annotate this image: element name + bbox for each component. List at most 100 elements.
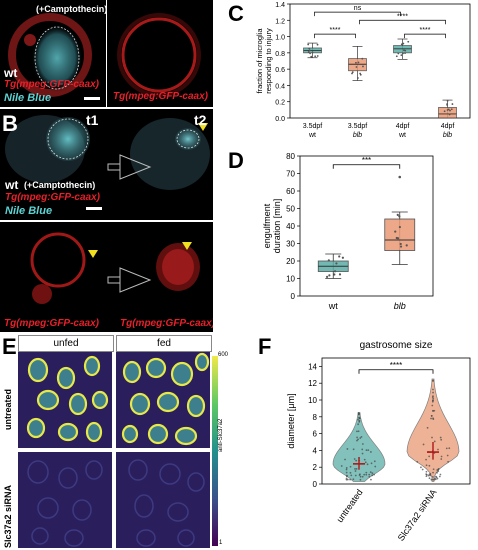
chart-d-sig-label: *** (362, 156, 371, 165)
panel-b-treatment: (+Camptothecin) (24, 180, 96, 190)
chart-f-point (354, 474, 357, 477)
chart-f-ytick-label: 14 (308, 362, 317, 371)
chart-c-xtick-sub: wt (308, 132, 316, 139)
chart-c-point (309, 52, 312, 55)
chart-f-point (361, 448, 364, 451)
chart-f-point (365, 473, 368, 476)
chart-f-point (360, 435, 363, 438)
chart-f-point (430, 414, 433, 417)
panel-a-left-cell (8, 13, 92, 97)
chart-f-point (428, 464, 431, 467)
chart-c-point (450, 108, 453, 111)
chart-c-point (443, 110, 446, 113)
chart-d-point (396, 237, 400, 240)
chart-d-ylabel-line2: duration [min] (272, 199, 282, 254)
chart-c-ytick-label: 0.8 (275, 51, 285, 58)
panel-letter-d: D (228, 148, 244, 173)
chart-d-ytick-label: 0 (291, 292, 296, 301)
chart-f-point (355, 467, 358, 470)
panel-a-genotype: wt (4, 66, 18, 80)
chart-f-point (428, 455, 431, 458)
chart-f-point (432, 397, 435, 400)
panel-e-row-untreated: untreated (3, 388, 13, 430)
chart-f-point (365, 471, 368, 474)
chart-f-point (354, 470, 357, 472)
chart-d-ytick-label: 30 (286, 240, 295, 249)
panel-letter-f: F (258, 334, 272, 359)
chart-f-point (425, 458, 427, 461)
chart-c-point (404, 52, 406, 55)
chart-c-point (351, 71, 354, 74)
chart-d-point (341, 256, 344, 259)
chart-c-sig-bracket (314, 11, 401, 17)
chart-c-point (355, 66, 358, 68)
chart-f-point (367, 449, 370, 452)
chart-c-ytick-label: 0.0 (275, 116, 285, 123)
chart-c-point (397, 52, 400, 55)
chart-c-ylabel-line1: fraction of microglia (255, 28, 264, 94)
chart-f-point (440, 455, 443, 458)
chart-c-point (316, 55, 319, 57)
chart-f-point (439, 436, 442, 439)
chart-c-xtick-sub: blb (353, 132, 362, 139)
chart-f-point (425, 470, 428, 473)
chart-d-xtick-label: blb (394, 301, 406, 311)
chart-f-point (420, 466, 422, 469)
chart-c-point (395, 55, 398, 58)
chart-f-point (364, 461, 367, 464)
chart-c-xtick-sub: wt (398, 132, 406, 139)
chart-f-point (428, 477, 431, 480)
chart-f-point (374, 465, 377, 468)
chart-c-point (402, 52, 404, 55)
chart-c-point (357, 77, 359, 79)
chart-f-point (373, 473, 375, 476)
chart-f-point (435, 476, 438, 479)
chart-d-point (398, 225, 401, 229)
chart-f-point (432, 399, 434, 402)
chart-c-point (400, 54, 403, 57)
chart-d-point (325, 275, 329, 278)
chart-f-point (421, 468, 424, 471)
chart-c-point (446, 99, 449, 102)
chart-f-point (359, 475, 362, 478)
chart-f-point (349, 471, 352, 474)
chart-d-ytick-label: 50 (286, 205, 295, 214)
chart-c-xtick-label: 4dpf (441, 123, 455, 130)
chart-c-sig-label: **** (420, 27, 431, 34)
chart-f-point (346, 448, 349, 450)
chart-c-point (446, 103, 449, 105)
panel-e-cells-1 (26, 355, 109, 443)
chart-f-point (431, 404, 434, 407)
chart-f-point (368, 473, 371, 476)
chart-c-xtick-sub: blb (443, 132, 452, 139)
panel-b-genotype: wt (5, 178, 19, 192)
chart-c-point (449, 109, 451, 112)
panel-b-bottom-right-label: Tg(mpeg:GFP-caax) (120, 318, 213, 329)
panel-b-line-label: Tg(mpeg:GFP-caax) (5, 192, 101, 203)
chart-f-point (433, 440, 436, 443)
chart-c-point (307, 51, 310, 53)
panel-letter-b: B (2, 111, 18, 136)
chart-d: 0 10 20 30 40 50 60 70 80 engulfmentduration [min… (262, 152, 434, 311)
panel-a-scale-bar (84, 97, 100, 100)
chart-c-ytick-label: 0.4 (275, 83, 285, 90)
chart-d-outlier (398, 175, 402, 179)
chart-f-point (440, 458, 443, 460)
chart-c-sig-bracket (314, 33, 356, 39)
chart-f-point (361, 443, 364, 445)
chart-f-point (432, 380, 434, 382)
chart-d-point (338, 255, 341, 258)
panel-a-treatment: (+Camptothecin) (36, 4, 106, 14)
chart-f-point (369, 471, 372, 474)
chart-c-point (351, 72, 353, 75)
panel-e-colorbar-label: anti-Slc37a2 (218, 418, 224, 452)
chart-d-point (394, 230, 397, 233)
chart-f-point (359, 478, 362, 481)
chart-d-xtick-label: wt (328, 301, 338, 311)
chart-d-ytick-label: 80 (286, 152, 295, 161)
chart-f-point (361, 475, 364, 478)
panel-e-cells-2 (121, 352, 210, 446)
chart-d-point (399, 245, 403, 248)
panel-e-colorbar (212, 356, 218, 546)
chart-f-point (432, 471, 434, 474)
